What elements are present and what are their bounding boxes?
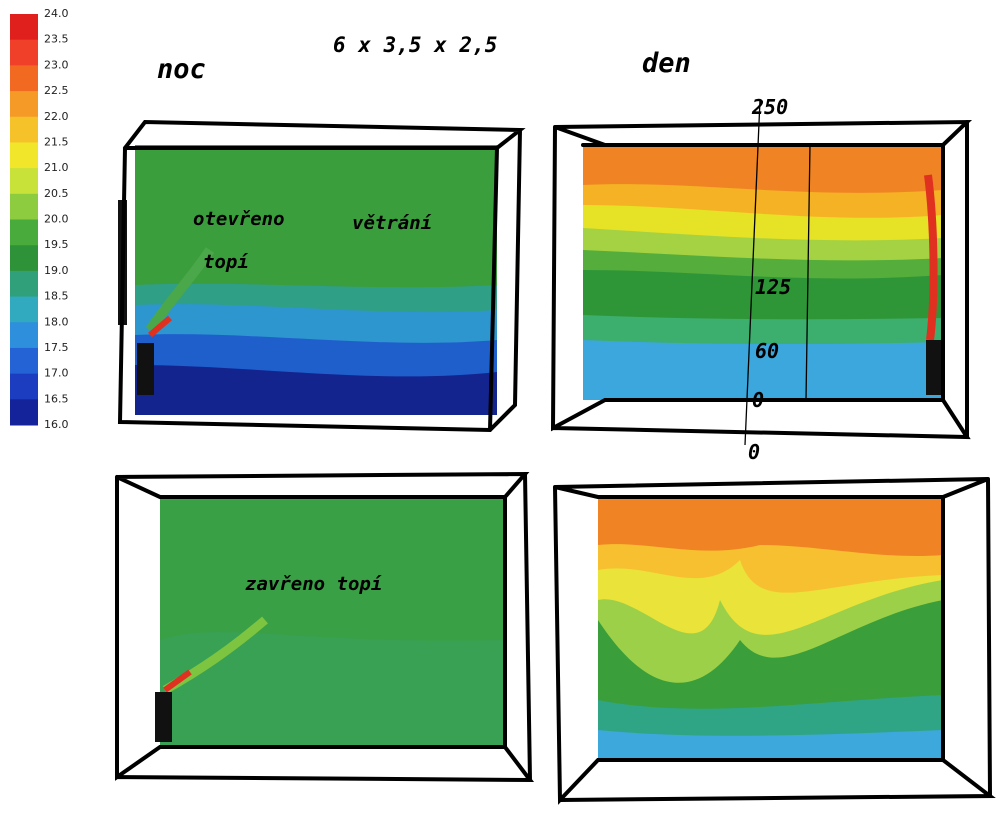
colorbar-swatch bbox=[10, 91, 38, 118]
colorbar-swatch bbox=[10, 399, 38, 426]
colorbar-label: 18.0 bbox=[44, 315, 69, 328]
heating-label: topí bbox=[203, 251, 249, 273]
colorbar-swatch bbox=[10, 168, 38, 195]
colorbar-label: 22.5 bbox=[44, 84, 69, 97]
colorbar-swatch bbox=[10, 373, 38, 400]
colorbar-label: 22.0 bbox=[44, 110, 69, 123]
colorbar-swatch bbox=[10, 270, 38, 298]
colorbar-label: 19.5 bbox=[44, 238, 69, 251]
colorbar-label: 20.0 bbox=[44, 213, 69, 226]
colorbar-swatch bbox=[10, 245, 38, 272]
colorbar-label: 21.5 bbox=[44, 135, 69, 148]
colorbar-label: 20.5 bbox=[44, 187, 69, 200]
colorbar-label: 21.0 bbox=[44, 161, 69, 174]
colorbar-label: 16.5 bbox=[44, 392, 69, 405]
colorbar-swatch bbox=[10, 219, 38, 246]
colorbar-label: 18.5 bbox=[44, 290, 69, 303]
height-label: 250 bbox=[751, 95, 788, 119]
height-label: 125 bbox=[755, 275, 791, 299]
panel-day-closed bbox=[553, 477, 996, 805]
day-label: den bbox=[642, 48, 691, 79]
colorbar: 24.0 23.5 23.0 22.5 22.0 21.5 21.0 20.5 20.0 19.5… bbox=[10, 7, 69, 431]
colorbar-swatch bbox=[10, 142, 38, 169]
panel-night-open bbox=[117, 119, 526, 433]
colorbar-swatch bbox=[10, 39, 38, 66]
colorbar-swatch bbox=[10, 322, 38, 349]
colorbar-swatch bbox=[10, 296, 38, 323]
colorbar-label: 17.5 bbox=[44, 341, 69, 354]
colorbar-swatch bbox=[10, 347, 38, 375]
dimensions: 6 x 3,5 x 2,5 bbox=[333, 33, 497, 57]
height-label: 60 bbox=[755, 339, 779, 363]
colorbar-label: 17.0 bbox=[44, 367, 69, 380]
colorbar-swatch bbox=[10, 65, 38, 92]
colorbar-swatch bbox=[10, 193, 38, 220]
open-label: otevřeno bbox=[193, 208, 285, 230]
colorbar-label: 16.0 bbox=[44, 418, 69, 431]
panel-night-closed bbox=[115, 471, 535, 783]
height-label: 0 bbox=[748, 440, 760, 464]
height-label: 0 bbox=[752, 388, 764, 412]
colorbar-label: 19.0 bbox=[44, 264, 69, 277]
colorbar-label: 24.0 bbox=[44, 7, 69, 20]
colorbar-swatch bbox=[10, 116, 38, 143]
closed-label: zavřeno topí bbox=[245, 573, 382, 595]
vent-label: větrání bbox=[352, 212, 432, 234]
colorbar-label: 23.5 bbox=[44, 33, 69, 46]
panel-day-open bbox=[550, 99, 973, 446]
colorbar-swatch bbox=[10, 14, 38, 41]
night-label: noc bbox=[157, 54, 206, 85]
colorbar-label: 23.0 bbox=[44, 58, 69, 71]
